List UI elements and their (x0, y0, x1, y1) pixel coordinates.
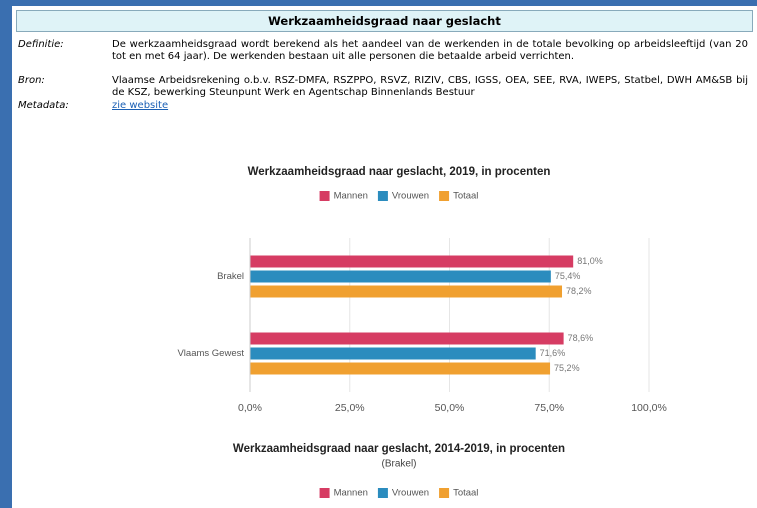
legend-label: Mannen (334, 191, 368, 202)
x-tick-label: 50,0% (435, 402, 465, 414)
bar (250, 362, 551, 375)
value-label: 78,6% (568, 333, 594, 343)
x-tick-label: 100,0% (631, 402, 667, 414)
definition-row: Definitie: De werkzaamheidsgraad wordt b… (18, 39, 748, 79)
value-label: 78,2% (566, 286, 592, 296)
legend-label: Totaal (453, 488, 478, 499)
legend-swatch (439, 191, 450, 201)
x-tick-label: 75,0% (534, 402, 564, 414)
text: De werkzaamheidsgraad wordt berekend als… (112, 39, 748, 62)
legend-swatch (319, 191, 330, 201)
text: Vlaamse Arbeidsrekening o.b.v. RSZ-DMFA,… (112, 75, 748, 98)
chart-title: Werkzaamheidsgraad naar geslacht, 2014-2… (233, 443, 565, 455)
chart-subtitle: (Brakel) (381, 459, 416, 470)
value-label: 81,0% (577, 256, 603, 266)
bar (250, 347, 536, 360)
y-tick-label: Brakel (217, 271, 244, 282)
bar (250, 255, 574, 268)
value-label: 75,4% (555, 271, 581, 281)
label: Bron: (18, 75, 45, 86)
metadata-row: Metadata: zie website (18, 100, 748, 114)
header-title: Werkzaamheidsgraad naar geslacht (16, 10, 753, 32)
bar (250, 332, 564, 345)
y-tick-label: Vlaams Gewest (177, 348, 244, 359)
source-row: Bron: Vlaamse Arbeidsrekening o.b.v. RSZ… (18, 75, 748, 103)
legend-label: Totaal (453, 191, 478, 202)
value-label: 71,6% (540, 348, 566, 358)
bar (250, 285, 563, 298)
legend-label: Vrouwen (392, 191, 429, 202)
legend-swatch (319, 488, 330, 498)
label: Metadata: (18, 100, 69, 111)
legend-label: Mannen (334, 488, 368, 499)
x-tick-label: 25,0% (335, 402, 365, 414)
chart-title: Werkzaamheidsgraad naar geslacht, 2019, … (248, 166, 551, 178)
x-tick-label: 0,0% (238, 402, 262, 414)
legend-label: Vrouwen (392, 488, 429, 499)
link[interactable]: zie website (112, 100, 169, 111)
label: Definitie: (18, 39, 64, 50)
content: Werkzaamheidsgraad naar geslacht Definit… (12, 6, 757, 508)
bar (250, 270, 551, 283)
legend-swatch (377, 488, 388, 498)
legend-swatch (377, 191, 388, 201)
legend-swatch (439, 488, 450, 498)
charts: Werkzaamheidsgraad naar geslacht, 2019, … (177, 166, 667, 499)
value-label: 75,2% (554, 363, 580, 373)
